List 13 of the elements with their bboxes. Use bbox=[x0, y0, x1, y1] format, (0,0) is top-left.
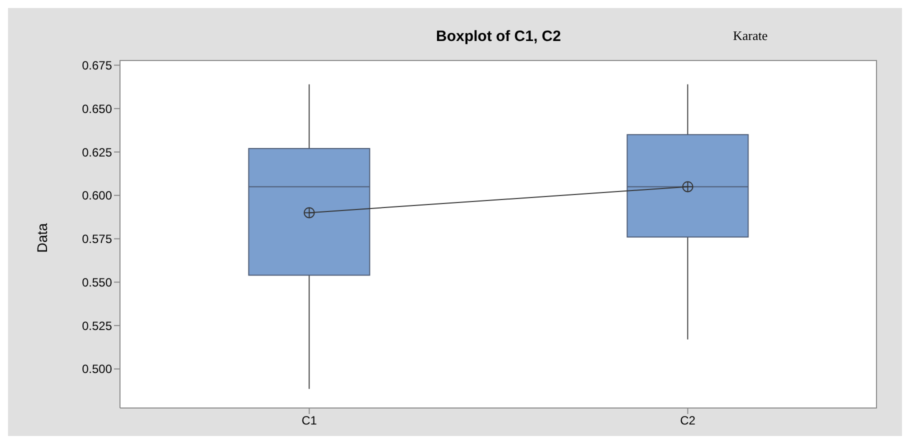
y-tick-label: 0.500 bbox=[82, 362, 112, 376]
text: Karate bbox=[733, 28, 768, 44]
y-tick-label: 0.600 bbox=[82, 188, 112, 203]
x-tick-label: C2 bbox=[680, 414, 696, 428]
x-tick-label: C1 bbox=[302, 414, 318, 428]
y-tick-label: 0.525 bbox=[82, 318, 112, 333]
y-axis-title: Data bbox=[34, 223, 50, 253]
y-tick-label: 0.625 bbox=[82, 145, 112, 160]
y-tick-label: 0.650 bbox=[82, 102, 112, 116]
y-tick-label: 0.550 bbox=[82, 275, 112, 290]
y-tick-label: 0.575 bbox=[82, 232, 112, 246]
chart-title: Boxplot of C1, C2 bbox=[436, 28, 561, 45]
y-tick-label: 0.675 bbox=[82, 58, 112, 72]
